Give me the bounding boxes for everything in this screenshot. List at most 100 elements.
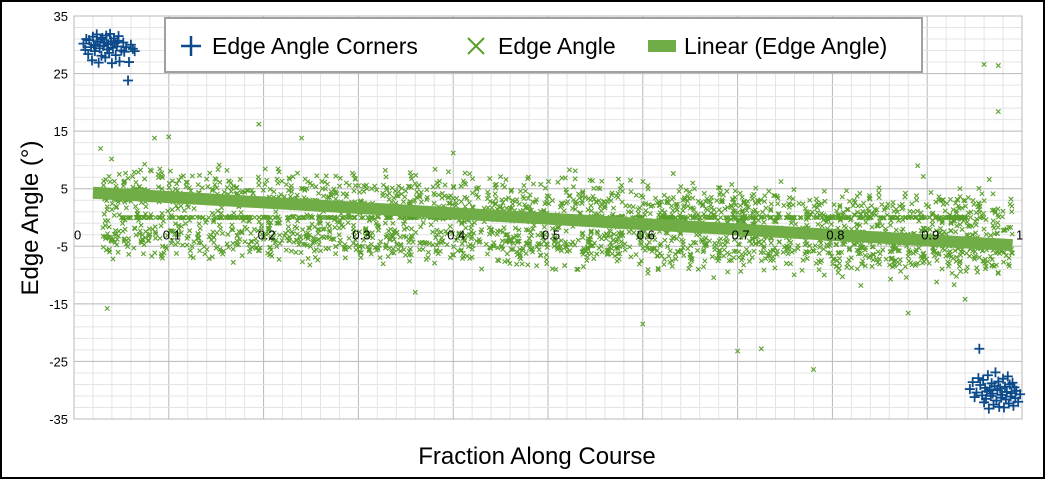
edge-angle-point [938, 214, 944, 221]
edge-angle-point [424, 196, 430, 203]
edge-angle-point [554, 225, 561, 231]
edge-angle-point [337, 175, 343, 181]
edge-angle-point [386, 228, 392, 234]
edge-angle-point [225, 231, 231, 237]
edge-angle-point [412, 197, 418, 204]
edge-angle-point [741, 219, 747, 225]
edge-angle-point [680, 241, 686, 247]
edge-angle-point [821, 272, 827, 278]
edge-angle-point [654, 248, 660, 254]
edge-angle-point [159, 186, 165, 192]
edge-angle-point [469, 190, 476, 196]
edge-angle-point [648, 203, 654, 209]
edge-angle-point [804, 249, 810, 255]
edge-angle-point [530, 226, 536, 232]
edge-angle-point [125, 243, 131, 250]
edge-angle-point [661, 192, 667, 198]
edge-angle-point [112, 227, 119, 234]
edge-angle-point [558, 243, 564, 250]
edge-angle-point [207, 170, 213, 176]
edge-angle-point [875, 223, 881, 229]
edge-angle-point [135, 210, 141, 217]
edge-angle-point [562, 262, 568, 269]
edge-angle-point [293, 249, 299, 255]
edge-angle-point [636, 261, 642, 267]
edge-angle-point [659, 253, 665, 259]
edge-angle-point [447, 255, 453, 261]
edge-angle-point [602, 203, 608, 209]
edge-angle-point [352, 214, 358, 221]
edge-angle-point [533, 197, 540, 203]
edge-angle-point [876, 194, 882, 201]
edge-angle-point [815, 214, 821, 221]
edge-angle-point [733, 248, 739, 254]
edge-angle-point [592, 211, 598, 217]
edge-angle-corner-point [123, 57, 134, 68]
edge-angle-point [932, 215, 938, 221]
edge-angle-point [169, 178, 176, 184]
legend-item-edge-angle: Edge Angle [467, 33, 616, 59]
edge-angle-point [458, 248, 464, 254]
edge-angle-point [140, 251, 147, 257]
edge-angle-point [841, 223, 847, 229]
edge-angle-point [788, 220, 794, 226]
edge-angle-point [599, 249, 605, 255]
edge-angle-point [544, 241, 551, 247]
edge-angle-point [708, 205, 715, 211]
edge-angle-point [544, 261, 550, 267]
edge-angle-point [946, 260, 952, 266]
edge-angle-point [466, 200, 472, 206]
edge-angle-point [450, 230, 456, 237]
legend-label-edge-angle-corners: Edge Angle Corners [212, 33, 418, 59]
edge-angle-corner-point [1002, 371, 1013, 382]
edge-angle-point [261, 234, 267, 240]
edge-angle-point [109, 156, 115, 162]
edge-angle-point [581, 245, 587, 252]
edge-angle-point [846, 247, 852, 253]
edge-angle-point [256, 214, 262, 221]
edge-angle-point [132, 226, 138, 232]
edge-angle-point [159, 170, 165, 176]
edge-angle-point [394, 241, 400, 248]
edge-angle-point [746, 250, 752, 256]
edge-angle-point [273, 209, 279, 215]
edge-angle-point [797, 214, 803, 221]
edge-angle-point [627, 244, 633, 250]
edge-angle-point [687, 189, 693, 195]
edge-angle-point [430, 242, 436, 248]
edge-angle-point [785, 246, 791, 252]
edge-angle-point [609, 192, 615, 198]
edge-angle-point [540, 234, 546, 240]
edge-angle-point [711, 275, 717, 281]
edge-angle-point [776, 239, 782, 245]
edge-angle-point [417, 194, 423, 200]
edge-angle-point [350, 226, 356, 232]
edge-angle-point [781, 202, 787, 209]
edge-angle-point [249, 244, 255, 250]
edge-angle-point [976, 207, 982, 213]
edge-angle-point [974, 269, 981, 275]
edge-angle-point [549, 225, 556, 232]
edge-angle-point [384, 192, 390, 198]
edge-angle-point [372, 183, 378, 189]
edge-angle-point [499, 197, 505, 203]
edge-angle-point [761, 267, 767, 273]
edge-angle-point [300, 227, 306, 233]
edge-angle-point [575, 237, 581, 243]
edge-angle-point [994, 230, 1000, 236]
edge-angle-point [563, 186, 569, 193]
edge-angle-point [206, 256, 212, 262]
edge-angle-point [876, 185, 882, 191]
edge-angle-point [237, 236, 243, 243]
edge-angle-point [387, 237, 393, 243]
edge-angle-point [107, 179, 113, 185]
edge-angle-point [286, 175, 292, 181]
edge-angle-point [153, 231, 159, 237]
edge-angle-point [784, 243, 790, 249]
edge-angle-point [218, 210, 224, 216]
edge-angle-point [418, 224, 424, 230]
edge-angle-point [137, 214, 143, 220]
edge-angle-point [768, 208, 774, 214]
edge-angle-point [948, 227, 954, 234]
edge-angle-point [326, 223, 332, 229]
